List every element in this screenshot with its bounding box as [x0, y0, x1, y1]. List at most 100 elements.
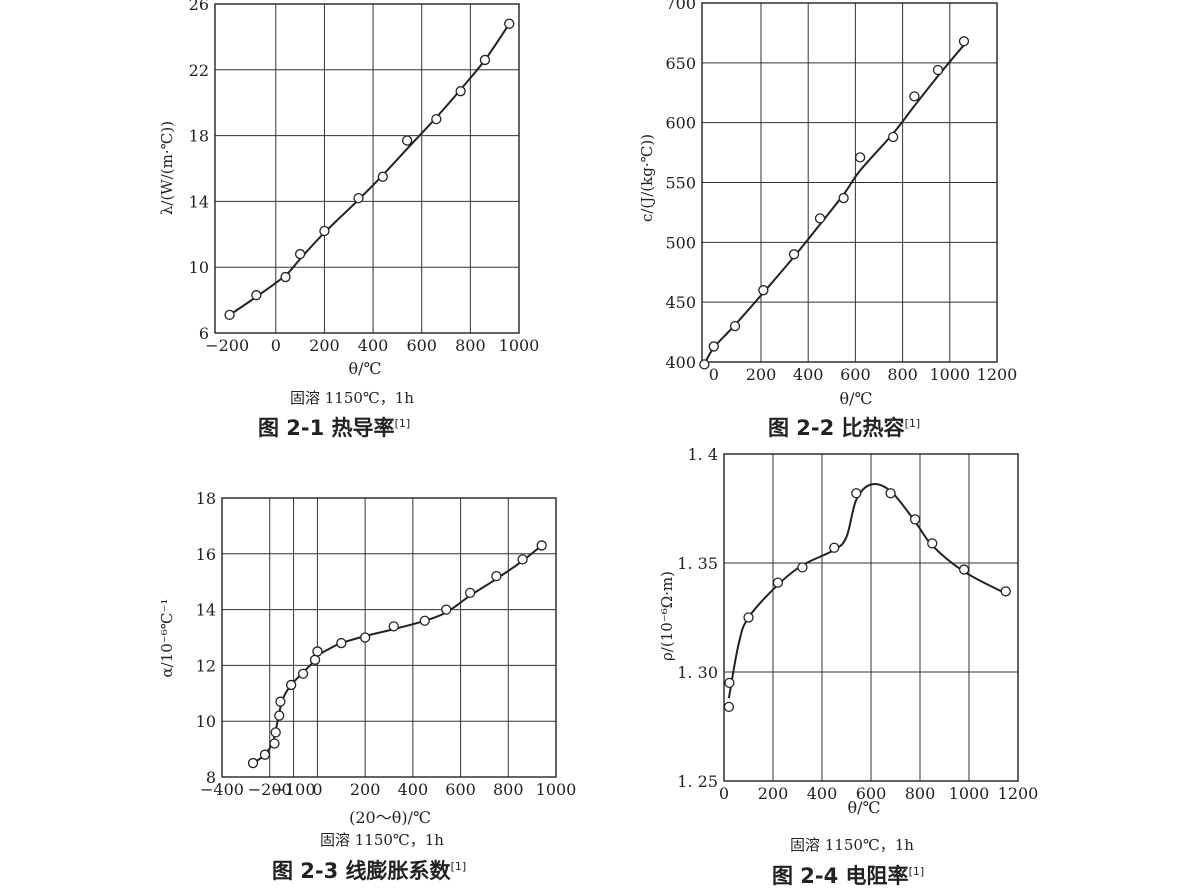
chart-3-point — [270, 727, 281, 738]
chart-1-ytick-label: 6 — [199, 324, 209, 343]
chart-3-title: 图 2-3 线膨胀系数[1] — [272, 855, 466, 885]
chart-4-point — [1000, 586, 1011, 597]
chart-3-xtick-label: 200 — [350, 780, 381, 799]
chart-2-ytick-label: 700 — [665, 0, 696, 13]
chart-2-title-ref: [1] — [904, 417, 921, 430]
chart-2-ylabel: c/(J/(kg·℃)) — [638, 134, 656, 222]
chart-4-point — [724, 677, 735, 689]
chart-3-point — [464, 587, 476, 599]
chart-4-xtick-label: 400 — [807, 784, 838, 803]
chart-4-point — [851, 488, 862, 499]
chart-3-point — [286, 679, 297, 691]
chart-3-xtick-label: 600 — [445, 780, 476, 799]
chart-4-subtitle: 固溶 1150℃，1h — [790, 836, 914, 854]
chart-resistivity: 0 200 400 600 800 1000 1200 1. 25 1. 30 1. 35 1. 4… — [600, 445, 1200, 892]
chart-4-point — [797, 562, 808, 573]
chart-4-xlabel: θ/℃ — [848, 798, 881, 817]
chart-1-ytick-label: 22 — [189, 61, 209, 80]
chart-2-ytick-label: 600 — [665, 114, 696, 133]
chart-1-point — [377, 171, 388, 182]
chart-3-xtick-label: −100 — [272, 780, 316, 799]
chart-4-point — [723, 701, 735, 713]
chart-4-ylabel: ρ/(10⁻⁶Ω·m) — [658, 571, 676, 661]
chart-1-title-text: 图 2-1 热导率 — [258, 416, 395, 440]
chart-1-xtick-label: 1000 — [499, 336, 540, 355]
chart-2-ytick-label: 400 — [665, 353, 696, 372]
chart-4-point — [927, 538, 938, 549]
chart-2-point — [814, 213, 826, 224]
chart-4-xtick-label: 0 — [719, 784, 729, 803]
chart-3-xtick-label: 800 — [493, 780, 524, 799]
chart-3-frame — [221, 497, 557, 778]
chart-3-point — [275, 696, 286, 707]
chart-3-ytick-label: 10 — [196, 712, 216, 731]
chart-2-xtick-label: 600 — [840, 365, 871, 384]
chart-3-xtick-label: −200 — [248, 780, 292, 799]
chart-1-xtick-label: 200 — [309, 336, 340, 355]
chart-3-point — [359, 632, 371, 643]
chart-3-xtick-label: 0 — [312, 780, 322, 799]
chart-4-svg: 0 200 400 600 800 1000 1200 1. 25 1. 30 1. 35 1. 4… — [658, 445, 1039, 817]
chart-1-point — [504, 18, 515, 29]
chart-2-point — [838, 192, 849, 204]
chart-1-xtick-label: 600 — [406, 336, 437, 355]
chart-3-title-text: 图 2-3 线膨胀系数 — [272, 859, 451, 883]
chart-1-point — [455, 86, 466, 97]
chart-2-xtick-label: 1000 — [929, 365, 970, 384]
chart-1-xtick-label: 0 — [271, 336, 281, 355]
chart-3-point — [309, 654, 321, 665]
chart-1-point — [224, 309, 235, 321]
chart-4-curve — [727, 483, 1007, 699]
chart-4-xtick-label: 1200 — [998, 784, 1039, 803]
chart-1-xtick-label: 400 — [358, 336, 389, 355]
chart-3-point — [491, 570, 502, 582]
chart-3-ytick-label: 16 — [196, 545, 216, 564]
chart-2-ytick-label: 550 — [665, 174, 696, 193]
chart-4-point — [958, 564, 970, 575]
chart-3-point — [536, 540, 547, 551]
chart-2-ytick-label: 500 — [665, 233, 696, 252]
chart-4-point — [829, 542, 840, 553]
chart-3-xtick-label: −400 — [200, 780, 244, 799]
chart-4-ytick-label: 1. 30 — [677, 663, 718, 682]
chart-4-xtick-label: 200 — [758, 784, 789, 803]
chart-2-point — [708, 341, 719, 352]
chart-2-xtick-label: 1200 — [977, 365, 1018, 384]
chart-1-point — [294, 248, 306, 260]
chart-1-point — [251, 290, 262, 301]
chart-1-subtitle: 固溶 1150℃，1h — [290, 389, 414, 407]
chart-3-point — [247, 757, 259, 769]
chart-3-point — [388, 621, 399, 632]
chart-1-point — [280, 271, 291, 283]
chart-2-xtick-label: 400 — [793, 365, 824, 384]
chart-4-frame — [723, 453, 1019, 782]
chart-1-curve — [229, 23, 511, 316]
chart-3-point — [441, 604, 452, 615]
chart-2-xlabel: θ/℃ — [840, 389, 873, 408]
chart-1-xtick-label: 800 — [455, 336, 486, 355]
chart-thermal-conductivity: −200 0 200 400 600 800 1000 6 10 14 18 22 26 θ/℃ λ/(W/… — [0, 0, 560, 446]
chart-1-ytick-label: 14 — [189, 192, 209, 211]
chart-3-ylabel: α/10⁻⁶℃⁻¹ — [158, 599, 176, 678]
chart-3-xlabel: (20～θ)/℃ — [349, 808, 431, 827]
chart-2-point — [758, 285, 769, 296]
chart-1-ytick-label: 26 — [189, 0, 209, 14]
chart-1-title: 图 2-1 热导率[1] — [258, 412, 410, 442]
chart-4-title-ref: [1] — [908, 865, 925, 878]
chart-3-title-ref: [1] — [450, 860, 467, 873]
chart-2-point — [932, 64, 944, 76]
chart-4-point — [743, 612, 754, 623]
chart-2-point — [729, 320, 741, 332]
chart-2-xtick-label: 200 — [746, 365, 777, 384]
chart-3-point — [269, 738, 280, 749]
chart-4-title-text: 图 2-4 电阻率 — [772, 864, 909, 888]
chart-2-xtick-label: 0 — [709, 365, 719, 384]
chart-1-point — [431, 114, 442, 125]
chart-thermal-expansion: −400 −200 −100 0 200 400 600 800 1000 8 10 12 14 16 18… — [0, 446, 600, 892]
chart-1-title-ref: [1] — [394, 417, 411, 430]
chart-3-svg: −400 −200−1000 200 400 600 800 1000 8 10 12 14 16 18… — [158, 489, 576, 827]
chart-3-point — [312, 646, 323, 657]
chart-4-point — [885, 488, 896, 499]
chart-2-point — [854, 152, 866, 163]
chart-4-title: 图 2-4 电阻率[1] — [772, 860, 924, 890]
